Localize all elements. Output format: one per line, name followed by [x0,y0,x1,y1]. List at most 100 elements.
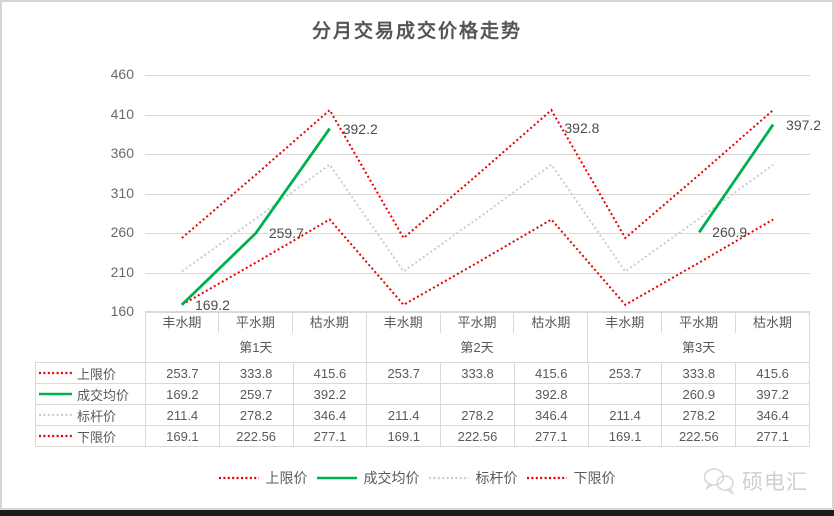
series-lines [180,108,775,307]
legend-label: 上限价 [265,470,308,486]
gridline [145,75,810,76]
legend-key-上限价-dotted-line [218,476,259,480]
legend-key-成交均价-solid-line [39,392,72,396]
column-header-丰水期: 丰水期 [366,311,441,333]
legend-key-标杆价-dotted-line [428,476,469,480]
table-value-cell: 415.6 [736,363,810,384]
data-label: 169.2 [194,296,230,313]
category-header-table: 丰水期 平水期 枯水期 丰水期 平水期 枯水期 丰水期 平水期 枯水期 第1天 第2天 第3天 [145,311,810,362]
day-group-header: 第3天 [588,333,810,362]
gridline [145,233,810,234]
y-axis-tick-label: 210 [110,263,134,280]
column-header-丰水期: 丰水期 [145,311,219,333]
table-value-cell: 277.1 [514,426,589,447]
table-value-cell: 333.8 [441,363,515,384]
bottom-bar [0,510,834,516]
series-name: 成交均价 [77,387,130,403]
legend-label: 标杆价 [475,470,518,486]
legend-key-成交均价-solid-line [316,476,357,480]
day-group-header: 第1天 [145,333,367,362]
table-value-cell: 253.7 [146,363,220,384]
legend-key-标杆价-dotted-line [39,413,72,417]
y-axis-tick-label: 460 [110,66,134,82]
data-label: 392.2 [342,120,378,137]
table-value-cell: 333.8 [219,363,294,384]
table-value-cell: 346.4 [736,405,810,426]
gridline [145,272,810,274]
table-value-cell: 211.4 [146,405,220,426]
table-value-cell: 415.6 [514,363,589,384]
legend-key-上限价-dotted-line [39,371,72,375]
table-value-cell: 346.4 [514,405,589,426]
table-value-cell [588,384,663,405]
y-axis-tick-label: 360 [110,145,134,161]
legend-item-下限价: 下限价 [526,468,616,488]
series-line-成交均价 [180,127,331,306]
table-value-cell: 397.2 [736,384,810,405]
table-value-cell: 260.9 [662,384,737,405]
data-label: 260.9 [712,224,748,241]
table-value-cell: 392.8 [514,384,589,405]
legend-item-上限价: 上限价 [218,468,308,488]
column-header-枯水期: 枯水期 [736,311,810,333]
table-value-cell: 169.2 [146,384,220,405]
gridline [145,114,810,116]
legend-key-下限价-dotted-line [39,434,72,438]
table-value-cell: 277.1 [293,426,368,447]
table-value-cell: 222.56 [662,426,737,447]
legend-label: 成交均价 [363,470,420,486]
gridline [145,154,810,155]
data-table: 上限价 253.7 333.8 415.6 253.7 333.8 415.6 253.7 33… [35,362,810,447]
data-label: 259.7 [268,225,304,242]
table-value-cell: 253.7 [588,363,663,384]
chat-bubbles-icon [703,468,735,495]
series-line-标杆价 [181,163,774,273]
column-header-平水期: 平水期 [218,311,293,333]
table-value-cell: 169.1 [588,426,663,447]
data-label: 397.2 [786,116,822,133]
table-value-cell: 278.2 [219,405,294,426]
table-value-cell: 211.4 [588,405,663,426]
table-row-label-上限价: 上限价 [36,363,146,384]
legend-item-标杆价: 标杆价 [428,468,518,488]
table-value-cell: 278.2 [662,405,737,426]
y-axis-tick-label: 410 [110,105,134,122]
legend-label: 下限价 [573,470,616,486]
legend-key-下限价-dotted-line [526,476,567,480]
y-axis-tick-label: 260 [110,224,134,240]
table-value-cell: 278.2 [441,405,515,426]
table-value-cell [441,384,515,405]
gridline [145,193,810,195]
series-name: 下限价 [77,429,117,445]
table-value-cell: 253.7 [367,363,442,384]
table-value-cell: 211.4 [367,405,442,426]
table-value-cell: 277.1 [736,426,810,447]
table-value-cell: 169.1 [146,426,220,447]
y-axis-tick-label: 160 [110,303,134,319]
table-row-label-下限价: 下限价 [36,426,146,447]
day-group-header: 第2天 [367,333,589,362]
column-header-平水期: 平水期 [440,311,515,333]
watermark: 硕电汇 [703,466,808,496]
series-line-成交均价 [698,123,775,234]
column-header-枯水期: 枯水期 [514,311,589,333]
column-header-平水期: 平水期 [662,311,737,333]
table-value-cell: 392.2 [293,384,368,405]
table-value-cell: 346.4 [293,405,368,426]
series-name: 标杆价 [77,408,117,424]
table-value-cell: 169.1 [367,426,442,447]
series-name: 上限价 [77,366,117,382]
table-row-label-成交均价: 成交均价 [36,384,146,405]
y-axis-tick-label: 310 [110,184,134,201]
watermark-text: 硕电汇 [742,471,808,494]
table-value-cell: 333.8 [662,363,737,384]
data-label: 392.8 [564,120,600,137]
chart-legend: 上限价 成交均价 标杆价 下限价 [0,468,834,488]
table-value-cell: 259.7 [219,384,294,405]
column-header-丰水期: 丰水期 [588,311,663,333]
table-value-cell [367,384,442,405]
series-line-上限价 [181,108,774,240]
series-line-下限价 [181,218,774,307]
table-row-label-标杆价: 标杆价 [36,405,146,426]
